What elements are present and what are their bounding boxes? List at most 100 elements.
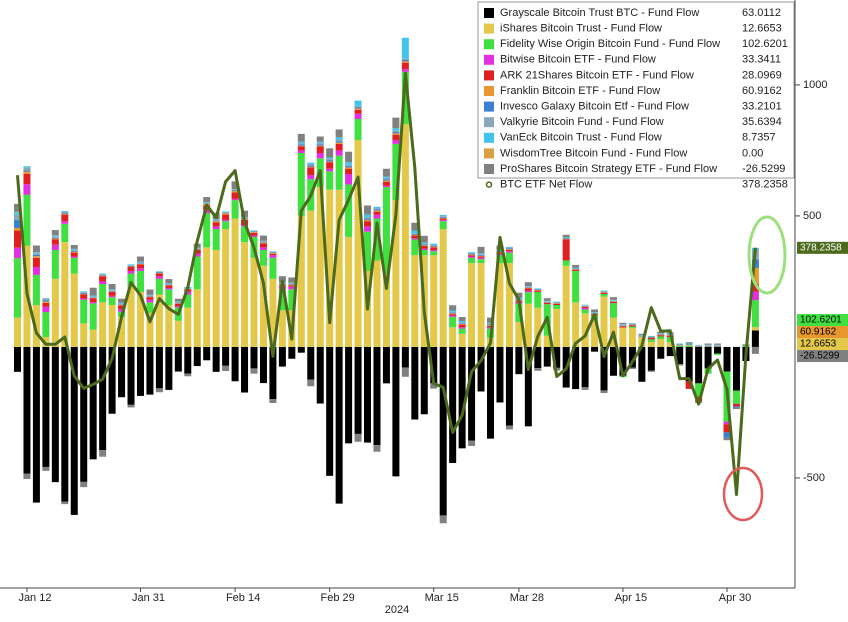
bar-segment bbox=[99, 276, 106, 281]
bar-segment bbox=[525, 287, 532, 288]
value-tag-label: 12.6653 bbox=[800, 339, 837, 350]
bar-segment bbox=[326, 161, 333, 162]
x-tick-label: Mar 15 bbox=[425, 592, 459, 604]
bar-segment bbox=[42, 303, 49, 307]
bar-segment bbox=[260, 250, 267, 266]
bar-segment bbox=[676, 345, 683, 346]
bar-segment bbox=[705, 346, 712, 347]
bar-segment bbox=[506, 249, 513, 250]
bar-segment bbox=[99, 276, 106, 277]
bar-segment bbox=[90, 288, 97, 296]
bar-segment bbox=[52, 230, 59, 235]
bar-segment bbox=[373, 347, 380, 445]
bar-segment bbox=[80, 291, 87, 292]
bar-segment bbox=[563, 266, 570, 347]
bar-segment bbox=[629, 326, 636, 327]
bar-segment bbox=[33, 255, 40, 256]
bar-segment bbox=[80, 294, 87, 295]
bar-segment bbox=[355, 140, 362, 347]
bar-segment bbox=[648, 371, 655, 372]
bar-segment bbox=[686, 342, 693, 343]
bar-segment bbox=[402, 38, 409, 59]
bar-segment bbox=[326, 169, 333, 172]
bar-segment bbox=[345, 166, 352, 167]
bar-segment bbox=[317, 146, 324, 147]
bar-segment bbox=[373, 215, 380, 219]
bar-segment bbox=[260, 243, 267, 244]
bar-segment bbox=[146, 347, 153, 395]
bar-segment bbox=[534, 290, 541, 291]
bar-segment bbox=[525, 292, 532, 304]
bar-segment bbox=[686, 345, 693, 346]
bar-segment bbox=[355, 114, 362, 119]
bar-segment bbox=[430, 255, 437, 347]
bar-segment bbox=[478, 247, 485, 254]
bar-segment bbox=[71, 249, 78, 250]
bar-segment bbox=[355, 347, 362, 434]
bar-segment bbox=[326, 162, 333, 169]
bar-segment bbox=[213, 219, 220, 220]
bar-segment bbox=[525, 291, 532, 292]
bar-segment bbox=[232, 200, 239, 218]
bar-segment bbox=[752, 291, 759, 300]
bar-segment bbox=[582, 305, 589, 306]
value-tag-label: 60.9162 bbox=[800, 327, 837, 338]
bar-segment bbox=[449, 315, 456, 316]
bar-segment bbox=[184, 347, 191, 374]
legend-swatch bbox=[484, 117, 494, 127]
bar-segment bbox=[553, 305, 560, 309]
bar-segment bbox=[336, 140, 343, 141]
bar-segment bbox=[619, 323, 626, 324]
bar-segment bbox=[544, 301, 551, 302]
bar-segment bbox=[52, 245, 59, 250]
bar-segment bbox=[241, 347, 248, 393]
bar-segment bbox=[468, 263, 475, 347]
bar-segment bbox=[563, 235, 570, 238]
bar-segment bbox=[90, 298, 97, 299]
bar-segment bbox=[705, 344, 712, 345]
bar-segment bbox=[298, 134, 305, 142]
bar-segment bbox=[392, 135, 399, 140]
bar-segment bbox=[402, 60, 409, 61]
bar-segment bbox=[601, 293, 608, 294]
bar-segment bbox=[269, 258, 276, 279]
bar-segment bbox=[90, 297, 97, 298]
bar-segment bbox=[317, 144, 324, 145]
bar-segment bbox=[591, 312, 598, 313]
bar-segment bbox=[213, 222, 220, 226]
legend-value: 28.0969 bbox=[742, 69, 782, 81]
bar-segment bbox=[222, 212, 229, 213]
bar-segment bbox=[232, 192, 239, 199]
bar-segment bbox=[686, 344, 693, 345]
legend-label: ProShares Bitcoin Strategy ETF - Fund Fl… bbox=[500, 163, 717, 175]
bar-segment bbox=[156, 274, 163, 277]
bar-segment bbox=[99, 450, 106, 457]
bar-segment bbox=[251, 347, 258, 368]
bar-segment bbox=[619, 328, 626, 347]
bar-segment bbox=[364, 226, 371, 231]
bar-segment bbox=[421, 249, 428, 250]
bar-segment bbox=[251, 232, 258, 233]
bar-segment bbox=[241, 242, 248, 347]
legend-swatch bbox=[484, 55, 494, 65]
bar-segment bbox=[714, 346, 721, 347]
bar-segment bbox=[269, 251, 276, 252]
bar-segment bbox=[459, 329, 466, 334]
bar-segment bbox=[430, 246, 437, 247]
bar-segment bbox=[80, 298, 87, 299]
bar-segment bbox=[109, 296, 116, 297]
bar-segment bbox=[288, 283, 295, 284]
bar-segment bbox=[156, 271, 163, 272]
bar-segment bbox=[109, 291, 116, 292]
legend-value: 0.00 bbox=[742, 147, 763, 159]
bar-segment bbox=[440, 217, 447, 218]
bar-segment bbox=[459, 317, 466, 321]
bar-segment bbox=[534, 291, 541, 292]
bar-segment bbox=[525, 282, 532, 286]
bar-segment bbox=[383, 181, 390, 182]
bar-segment bbox=[705, 345, 712, 346]
bar-segment bbox=[137, 347, 144, 396]
bar-segment bbox=[165, 285, 172, 286]
bar-segment bbox=[676, 345, 683, 346]
